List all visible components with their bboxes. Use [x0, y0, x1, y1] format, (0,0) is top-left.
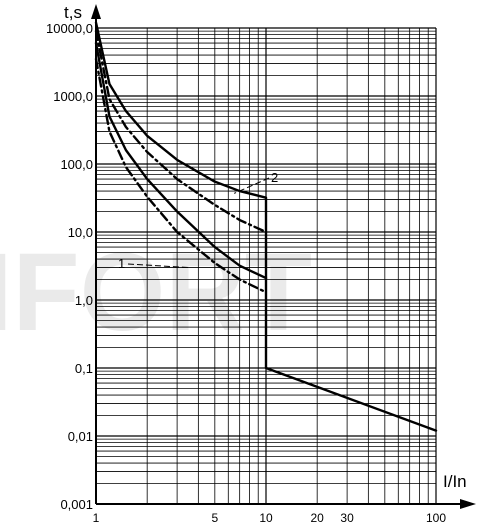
tick-labels: 0,001 0,01 0,1 1,0 10,0 100,0 1000,0 10000,0 1 5 1…: [46, 21, 446, 525]
y-tick-label: 0,01: [68, 429, 93, 444]
y-axis-label: t,s: [64, 3, 82, 22]
y-tick-label: 1,0: [75, 293, 93, 308]
series-line-4: [94, 57, 268, 294]
y-tick-label: 0,1: [75, 361, 93, 376]
y-tick-label: 10000,0: [46, 21, 93, 36]
annotation-leader-2: [233, 177, 270, 194]
y-tick-label: 100,0: [60, 157, 93, 172]
x-tick-label: 1: [93, 511, 100, 525]
annotation-label-2: 2: [271, 170, 278, 185]
x-tick-label: 5: [211, 511, 218, 525]
series-line-3: [94, 41, 268, 280]
series-line-1: [94, 21, 438, 432]
x-tick-label: 30: [340, 511, 354, 525]
series-line-2: [94, 29, 268, 234]
annotations: 12: [118, 170, 278, 271]
y-tick-label: 1000,0: [53, 89, 93, 104]
axes: [91, 4, 476, 509]
y-axis-arrow: [91, 4, 101, 19]
x-axis-label: I/In: [443, 472, 467, 491]
y-tick-label: 0,001: [60, 497, 93, 512]
x-tick-label: 10: [259, 511, 273, 525]
x-tick-label: 20: [310, 511, 324, 525]
x-axis-arrow: [460, 499, 476, 509]
annotation-leader-1: [127, 263, 189, 269]
y-tick-label: 10,0: [68, 225, 93, 240]
x-tick-label: 100: [426, 511, 446, 525]
watermark-text: IFORT: [0, 231, 312, 354]
series-group: [94, 21, 438, 432]
annotation-label-1: 1: [118, 256, 125, 271]
